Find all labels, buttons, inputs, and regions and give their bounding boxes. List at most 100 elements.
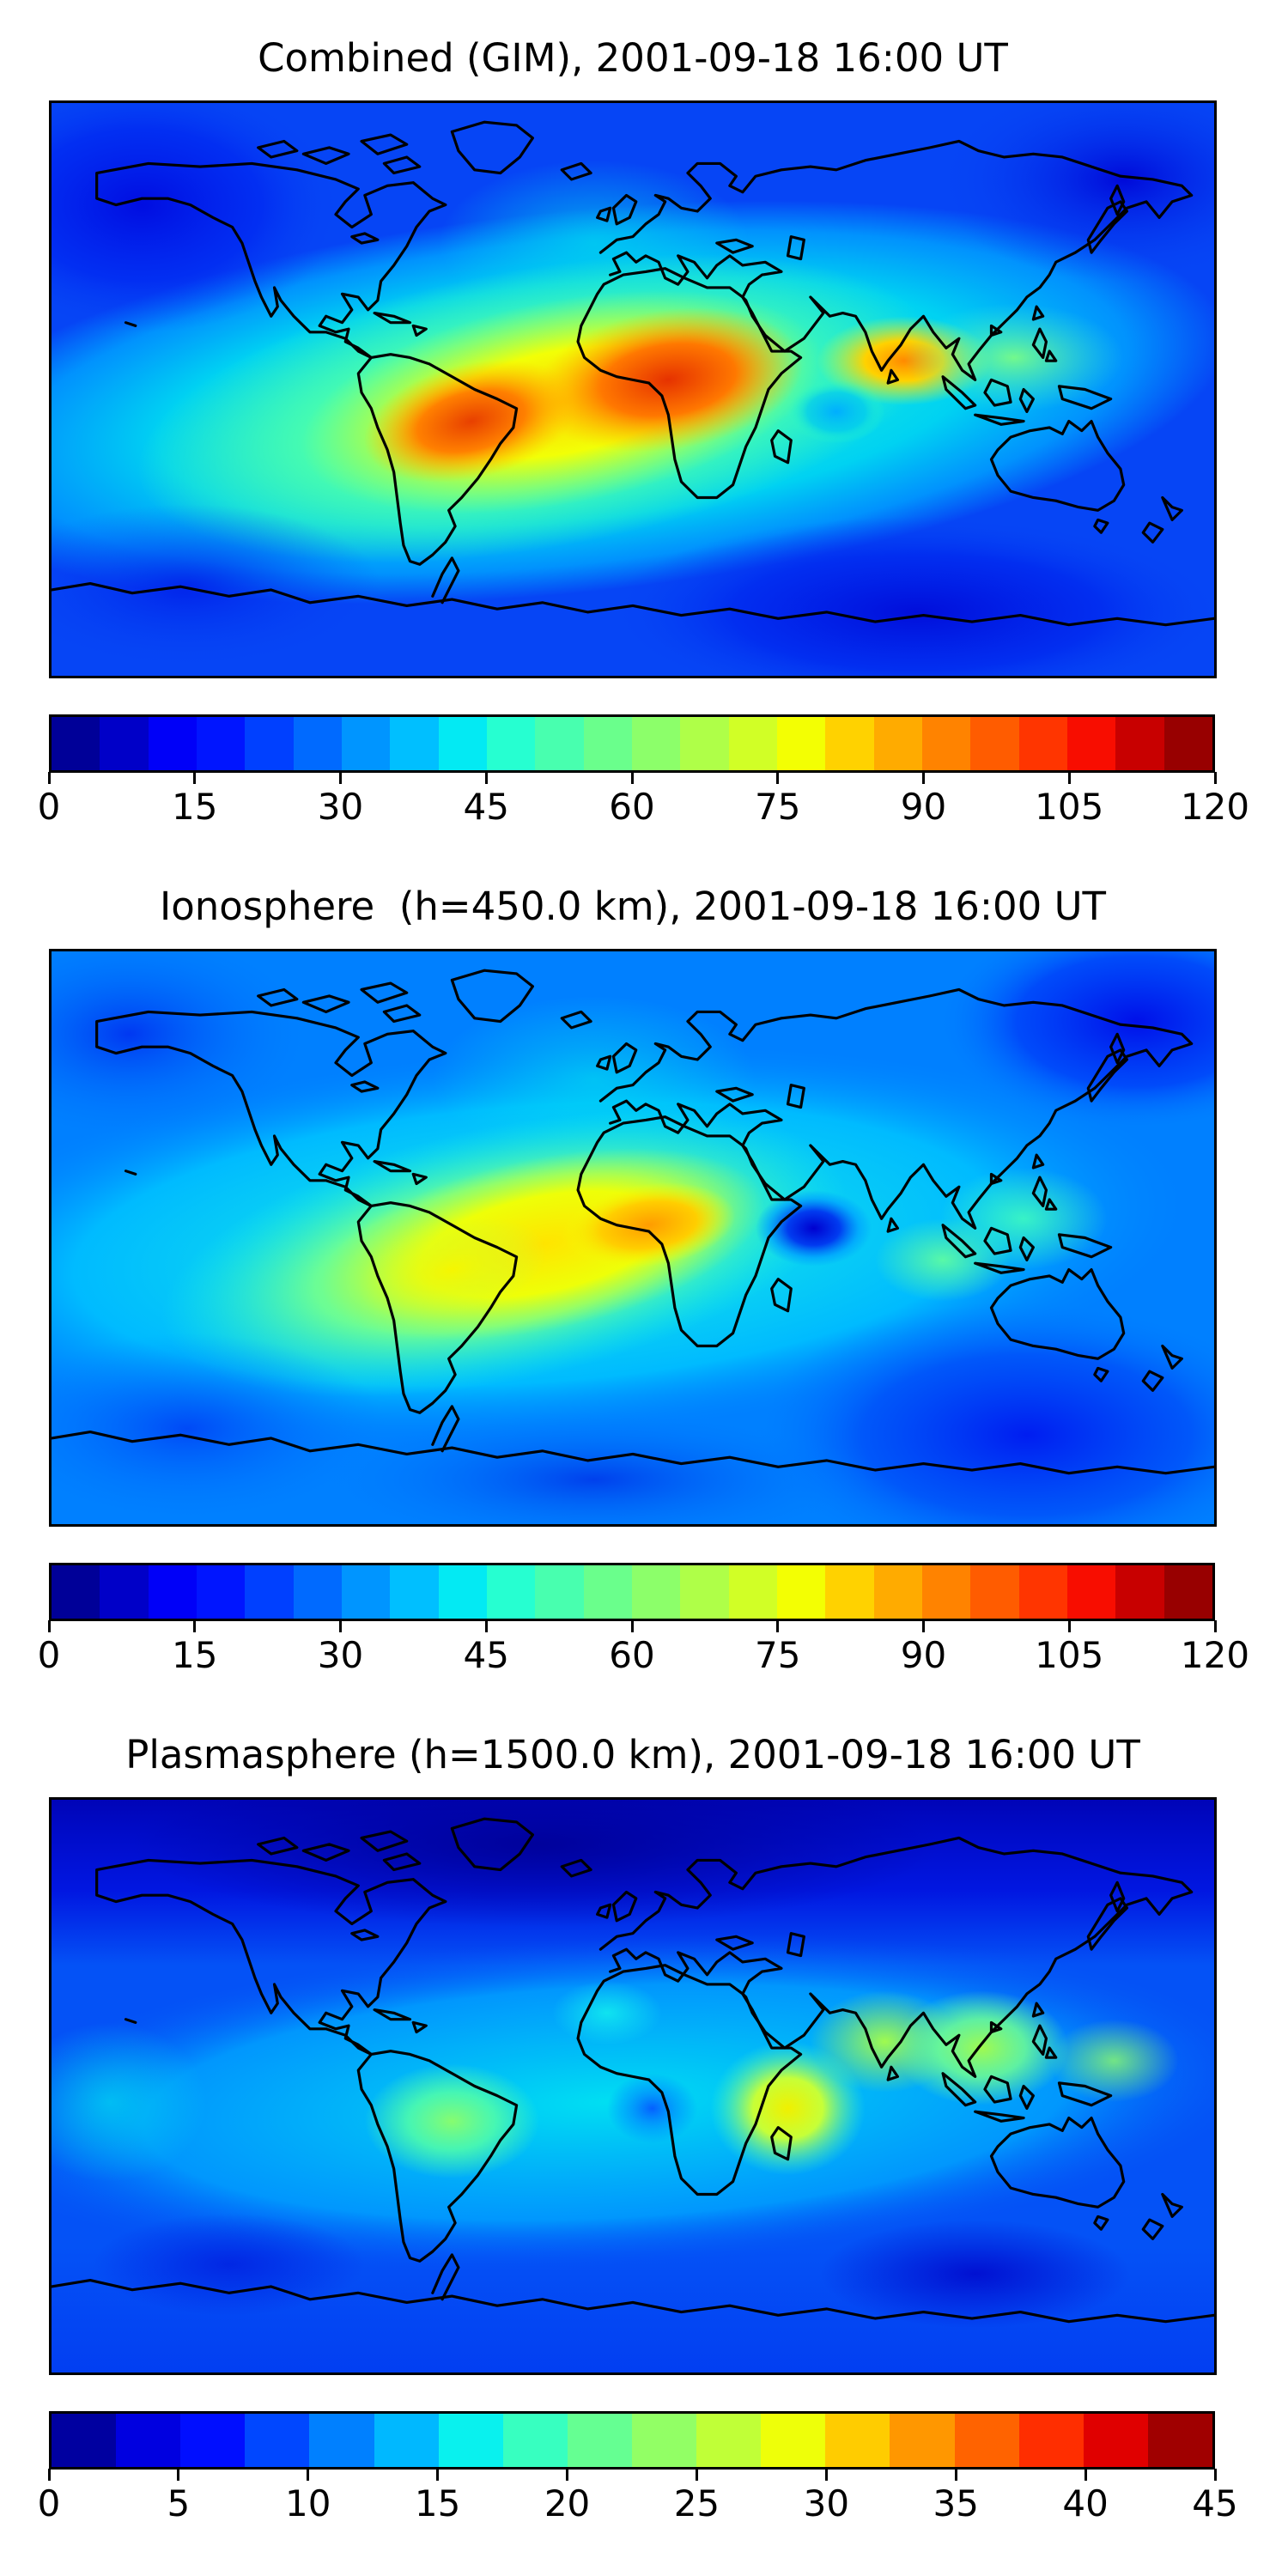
colorbar-combined [49,714,1215,773]
colorbar-tick [954,2469,957,2481]
colorbar-segment [245,1565,294,1619]
colorbar-segment [148,717,197,770]
colorbar-segment [825,2414,890,2467]
colorbar-segment [954,2414,1019,2467]
colorbar-segment [1083,2414,1148,2467]
colorbar-tick-label: 25 [673,2482,720,2524]
colorbar-tick [922,1620,925,1632]
colorbar-tick-label: 20 [544,2482,591,2524]
tec-field-combined [52,103,1214,676]
colorbar-segment [438,2414,503,2467]
colorbar-segment [890,2414,955,2467]
colorbar-segment [390,1565,439,1619]
colorbar-tick-label: 35 [933,2482,979,2524]
colorbar-segment [100,717,149,770]
colorbar-labels-plasmasphere: 0 5 10 15 20 25 30 35 40 45 [38,2482,1238,2526]
colorbar-segment [309,2414,374,2467]
colorbar-segment [341,1565,391,1619]
colorbar-segment [1066,717,1116,770]
colorbar-tick [484,1620,488,1632]
colorbar-segment [1018,1565,1067,1619]
colorbar-segment [825,717,874,770]
colorbar-segment [52,1565,100,1619]
colorbar-tick-label: 45 [1192,2482,1238,2524]
colorbar-tick [47,1620,51,1632]
colorbar-tick [566,2469,569,2481]
colorbar-segment [583,717,632,770]
colorbar-segment [873,1565,922,1619]
colorbar-segment [970,1565,1019,1619]
colorbar-segment [1163,717,1212,770]
colorbar-tick-label: 0 [37,2482,61,2524]
colorbar-segment [390,717,439,770]
colorbar-tick-label: 45 [463,786,509,828]
colorbar-segment [583,1565,632,1619]
colorbar-tick [1213,772,1217,784]
colorbar-segment [1163,1565,1212,1619]
colorbar-tick [47,2469,51,2481]
colorbar-tick-label: 90 [900,786,947,828]
tec-field-plasmasphere [52,1800,1214,2372]
colorbar-segment [631,2414,697,2467]
colorbar-segment [502,2414,568,2467]
colorbar-tick [193,1620,197,1632]
colorbar-tick [339,1620,342,1632]
colorbar-segment [245,2414,310,2467]
colorbar-tick-label: 30 [317,1634,364,1676]
colorbar-tick-label: 15 [414,2482,461,2524]
colorbar-segment [680,717,729,770]
colorbar-tick [1213,2469,1217,2481]
colorbar-tick [436,2469,440,2481]
colorbar-tick [484,772,488,784]
colorbar-segment [776,717,826,770]
colorbar-segment [535,1565,584,1619]
colorbar-tick-label: 75 [755,1634,801,1676]
colorbar-segment [486,1565,536,1619]
colorbar-segment [196,717,246,770]
colorbar-tick-label: 0 [37,786,61,828]
colorbar-segment [100,1565,149,1619]
colorbar-segment [1147,2414,1212,2467]
colorbar-segment [486,717,536,770]
colorbar-segment [438,717,487,770]
colorbar-segment [728,717,777,770]
colorbar-tick [177,2469,180,2481]
panel-title-plasmasphere: Plasmasphere (h=1500.0 km), 2001-09-18 1… [125,1732,1140,1777]
panel-title-ionosphere: Ionosphere (h=450.0 km), 2001-09-18 16:0… [159,884,1107,929]
colorbar-plasmasphere [49,2411,1215,2470]
colorbar-segment [52,717,100,770]
colorbar-segment [696,2414,762,2467]
colorbar-ticks-ionosphere [47,1620,1217,1632]
colorbar-segment [1115,717,1164,770]
colorbar-tick [1084,2469,1087,2481]
colorbar-segment [631,717,681,770]
colorbar-tick [630,772,634,784]
colorbar-segment [680,1565,729,1619]
colorbar-tick [1067,1620,1071,1632]
colorbar-tick [695,2469,698,2481]
colorbar-tick-label: 105 [1035,1634,1104,1676]
colorbar-tick [922,772,925,784]
colorbar-segment [535,717,584,770]
colorbar-tick-label: 45 [463,1634,509,1676]
colorbar-tick-label: 30 [803,2482,850,2524]
colorbar-segment [293,717,342,770]
colorbar-segment [180,2414,246,2467]
colorbar-tick [776,1620,780,1632]
colorbar-ticks-combined [47,772,1217,784]
colorbar-segment [567,2414,632,2467]
colorbar-segment [921,1565,971,1619]
colorbar-segment [873,717,922,770]
colorbar-segment [245,717,294,770]
colorbar-tick [1067,772,1071,784]
colorbar-segment [1115,1565,1164,1619]
colorbar-tick-label: 40 [1062,2482,1109,2524]
colorbar-segment [970,717,1019,770]
tec-field-ionosphere [52,951,1214,1524]
colorbar-labels-ionosphere: 0 15 30 45 60 75 90 105 120 [38,1633,1249,1678]
colorbar-segment [293,1565,342,1619]
colorbar-tick [339,772,342,784]
colorbar-tick-label: 120 [1180,1634,1250,1676]
colorbar-tick-label: 75 [755,786,801,828]
colorbar-tick [193,772,197,784]
